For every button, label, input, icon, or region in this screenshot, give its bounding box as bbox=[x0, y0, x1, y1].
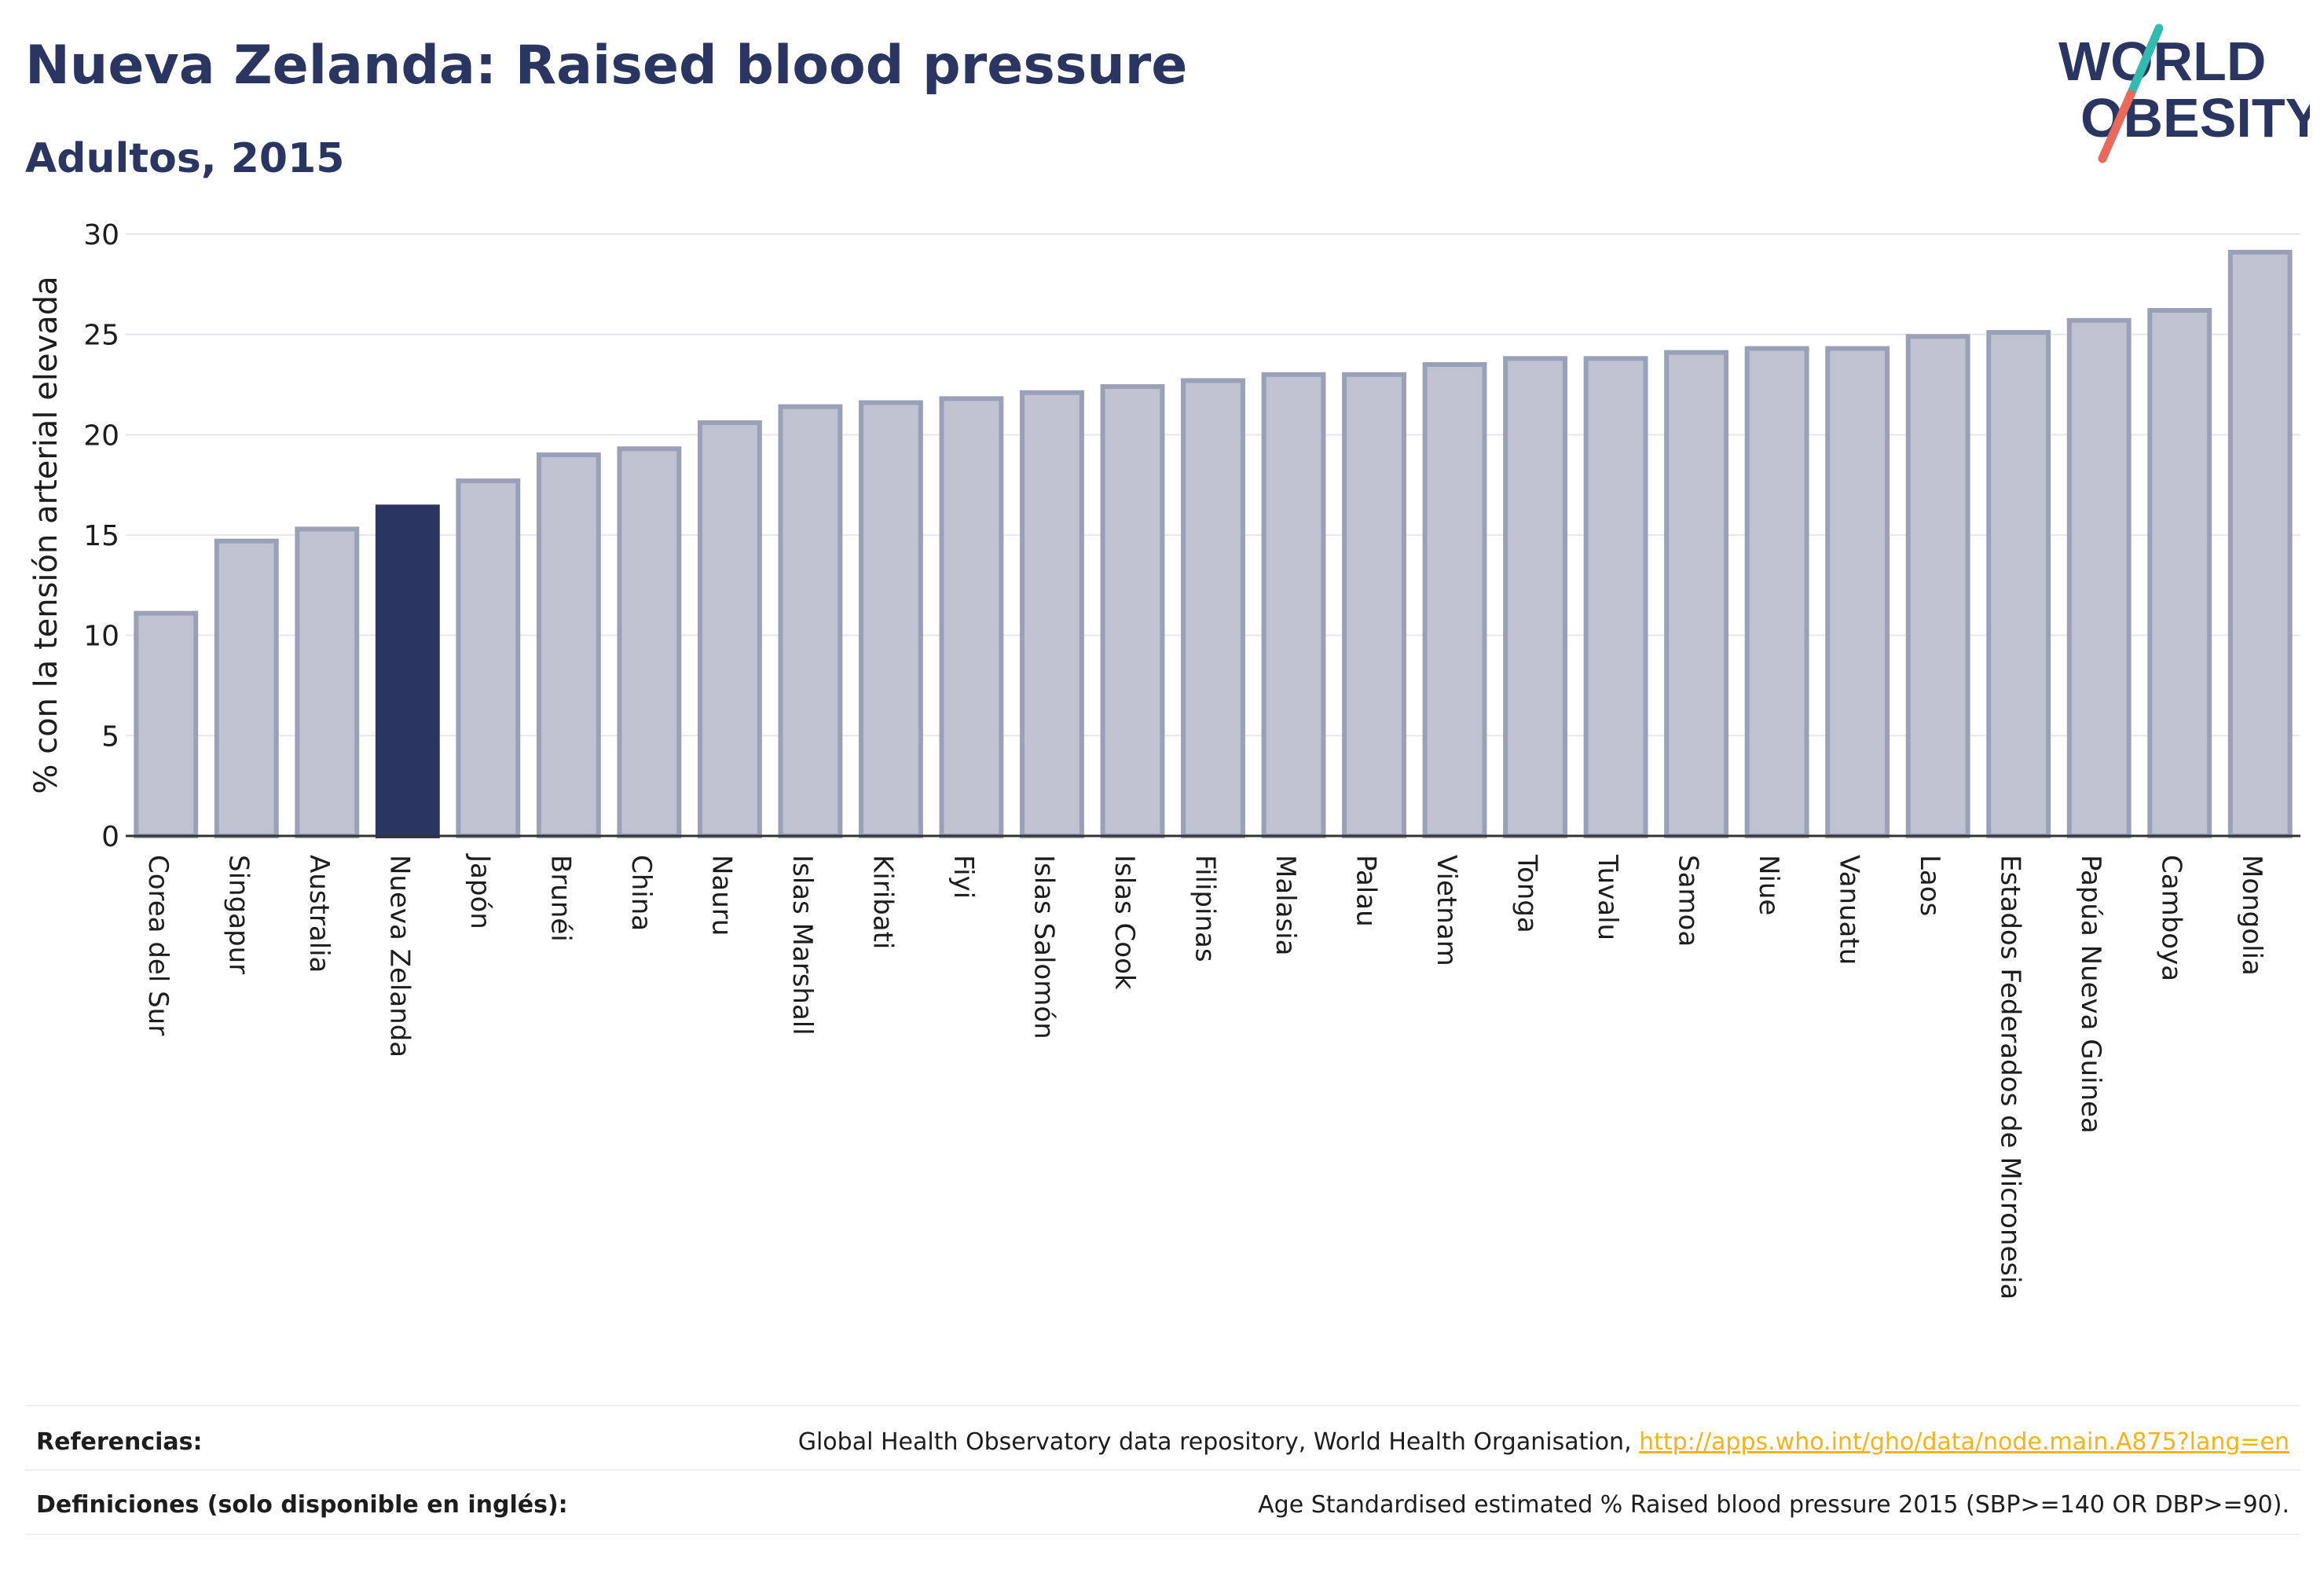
references-link[interactable]: http://apps.who.int/gho/data/node.main.A… bbox=[1639, 1428, 2289, 1456]
y-tick-label: 25 bbox=[83, 320, 119, 352]
y-tick-label: 20 bbox=[83, 420, 119, 452]
bar bbox=[1664, 350, 1729, 838]
x-tick-label: Mongolia bbox=[2236, 855, 2267, 976]
y-axis-ticks: 0 5 10 15 20 25 30 bbox=[83, 219, 119, 853]
footer-divider-middle bbox=[25, 1469, 2300, 1471]
bar bbox=[214, 538, 279, 838]
x-tick-label: Palau bbox=[1351, 855, 1382, 927]
bar bbox=[1020, 390, 1084, 839]
x-tick-label: Islas Cook bbox=[1109, 855, 1140, 990]
bar bbox=[939, 396, 1004, 838]
x-tick-label: Vietnam bbox=[1431, 855, 1462, 966]
x-tick-label: Laos bbox=[1914, 855, 1945, 916]
bar bbox=[1986, 330, 2051, 838]
x-tick-label: Corea del Sur bbox=[142, 855, 174, 1035]
y-tick-label: 30 bbox=[83, 219, 119, 251]
x-tick-label: Camboya bbox=[2156, 855, 2187, 981]
references-label: Referencias: bbox=[36, 1428, 203, 1456]
bar bbox=[1100, 384, 1165, 838]
x-tick-label: Islas Marshall bbox=[786, 855, 818, 1035]
x-tick-label: Australia bbox=[303, 855, 335, 973]
x-tick-label: Japón bbox=[464, 853, 496, 929]
x-tick-label: Singapur bbox=[222, 855, 254, 974]
bar-highlighted bbox=[375, 504, 440, 839]
logo-line1: WORLD bbox=[2058, 31, 2266, 92]
bar bbox=[1825, 346, 1890, 839]
bar bbox=[697, 420, 762, 838]
y-axis-label: % con la tensión arterial elevada bbox=[28, 276, 64, 793]
x-tick-label: Vanuatu bbox=[1834, 855, 1865, 965]
footer-divider-top bbox=[25, 1405, 2300, 1406]
x-tick-label: Papúa Nueva Guinea bbox=[2075, 855, 2106, 1134]
logo-slash-teal bbox=[2126, 24, 2164, 99]
bar bbox=[1181, 378, 1245, 839]
bar bbox=[2227, 249, 2293, 839]
footer-definitions-row: Definiciones (solo disponible en inglés)… bbox=[25, 1473, 2300, 1536]
bar bbox=[1503, 356, 1568, 839]
y-tick-label: 10 bbox=[83, 621, 119, 653]
world-obesity-logo: WORLD OBESITY bbox=[2058, 24, 2310, 163]
x-tick-label: Brunéi bbox=[544, 855, 576, 942]
logo-slash-red bbox=[2098, 90, 2135, 163]
bars bbox=[134, 249, 2293, 839]
chart-subtitle: Adultos, 2015 bbox=[25, 135, 345, 182]
x-tick-label: Tonga bbox=[1512, 854, 1543, 933]
x-tick-label: Samoa bbox=[1673, 855, 1704, 947]
x-tick-label: Niue bbox=[1753, 855, 1784, 915]
bar bbox=[858, 400, 923, 838]
x-tick-label: Kiribati bbox=[867, 855, 898, 949]
y-tick-label: 0 bbox=[101, 821, 119, 853]
x-tick-label: Filipinas bbox=[1189, 855, 1221, 962]
chart-title: Nueva Zelanda: Raised blood pressure bbox=[25, 35, 1188, 97]
bar bbox=[1905, 334, 1970, 839]
bar bbox=[134, 610, 199, 839]
bar bbox=[1744, 346, 1809, 839]
x-tick-label: Malasia bbox=[1270, 855, 1301, 955]
footer-references-row: Referencias: Global Health Observatory d… bbox=[25, 1410, 2300, 1473]
bar bbox=[2147, 308, 2212, 838]
bar bbox=[295, 526, 360, 839]
bar bbox=[778, 404, 843, 838]
x-axis-ticks: Corea del Sur Singapur Australia Nueva Zela… bbox=[142, 853, 2267, 1299]
bar bbox=[1422, 361, 1487, 838]
bar-chart: 0 5 10 15 20 25 30 Corea del Sur Singapur Austra… bbox=[28, 219, 2300, 1299]
definitions-value: Age Standardised estimated % Raised bloo… bbox=[1258, 1490, 2289, 1519]
bar bbox=[617, 446, 682, 838]
references-value: Global Health Observatory data repositor… bbox=[798, 1428, 2300, 1456]
x-tick-label: China bbox=[625, 855, 657, 931]
x-tick-label: Islas Salomón bbox=[1028, 855, 1059, 1039]
bar bbox=[1342, 372, 1406, 838]
x-tick-label: Nueva Zelanda bbox=[383, 855, 415, 1057]
bar bbox=[536, 452, 601, 838]
x-tick-label: Estados Federados de Micronesia bbox=[1995, 855, 2026, 1299]
footer-divider-bottom bbox=[25, 1534, 2300, 1535]
bar bbox=[2066, 317, 2132, 838]
definitions-label: Definiciones (solo disponible en inglés)… bbox=[36, 1490, 568, 1519]
bar bbox=[456, 478, 521, 838]
x-tick-label: Fiyi bbox=[948, 855, 979, 899]
x-tick-label: Nauru bbox=[706, 855, 737, 936]
bar bbox=[1261, 372, 1326, 838]
y-tick-label: 15 bbox=[83, 520, 119, 552]
bar bbox=[1583, 356, 1648, 839]
x-tick-label: Tuvalu bbox=[1592, 854, 1623, 940]
references-text: Global Health Observatory data repositor… bbox=[797, 1428, 1640, 1456]
y-tick-label: 5 bbox=[101, 720, 119, 753]
